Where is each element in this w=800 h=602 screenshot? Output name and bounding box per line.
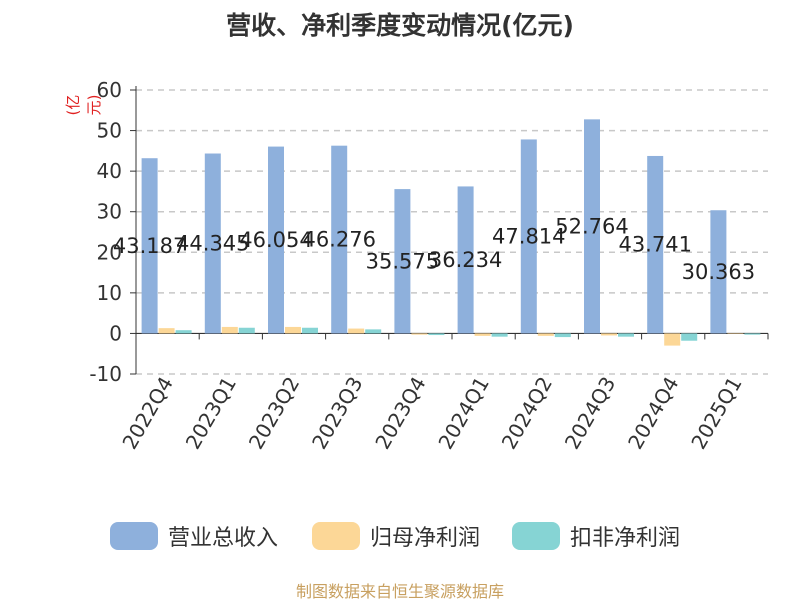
bar-revenue xyxy=(584,119,600,334)
data-source-note: 制图数据来自恒生聚源数据库 xyxy=(295,582,504,601)
y-tick-label: 50 xyxy=(97,119,122,143)
y-tick-label: -10 xyxy=(89,362,122,386)
bar-net-profit xyxy=(411,333,428,335)
bar-net-profit xyxy=(285,326,301,334)
legend-item-net-profit[interactable]: 归母净利润 xyxy=(312,518,480,554)
x-tick-label: 2023Q3 xyxy=(307,373,367,454)
legend-swatch-net-profit xyxy=(312,522,360,550)
x-tick-label: 2023Q4 xyxy=(370,373,430,454)
bar-revenue xyxy=(268,146,284,334)
y-tick-label: 40 xyxy=(97,159,122,183)
data-label: 47.814 xyxy=(492,224,565,248)
legend-swatch-deducted-profit xyxy=(512,522,560,550)
chart-title: 营收、净利季度变动情况(亿元) xyxy=(226,11,574,40)
y-tick-label: 10 xyxy=(97,281,122,305)
bar-deducted-profit xyxy=(491,333,508,337)
data-label: 46.276 xyxy=(302,228,375,252)
x-tick-label: 2022Q4 xyxy=(117,373,177,454)
bar-net-profit xyxy=(727,333,744,334)
bar-deducted-profit xyxy=(681,333,698,341)
bar-deducted-profit xyxy=(618,333,634,337)
bar-revenue xyxy=(710,210,727,334)
legend-item-revenue[interactable]: 营业总收入 xyxy=(110,518,278,554)
bar-deducted-profit xyxy=(744,333,761,335)
legend-swatch-revenue xyxy=(110,522,158,550)
bar-revenue xyxy=(204,153,221,334)
bar-deducted-profit xyxy=(302,327,318,334)
legend-label-net-profit: 归母净利润 xyxy=(370,526,481,551)
bar-revenue xyxy=(520,139,537,334)
x-tick-label: 2024Q4 xyxy=(623,373,683,454)
bar-net-profit xyxy=(601,333,617,336)
y-tick-label: 0 xyxy=(109,321,122,345)
data-labels: 43.18744.34546.05446.27635.57536.23447.8… xyxy=(113,214,755,283)
legend-label-revenue: 营业总收入 xyxy=(168,526,279,551)
bar-net-profit xyxy=(348,328,365,334)
data-label: 30.363 xyxy=(682,260,755,284)
y-tick-label: 60 xyxy=(97,78,122,102)
bar-net-profit xyxy=(221,326,238,334)
bar-deducted-profit xyxy=(365,329,382,334)
x-tick-label: 2025Q1 xyxy=(686,373,746,454)
data-label: 36.234 xyxy=(429,248,502,272)
bar-deducted-profit xyxy=(175,330,192,334)
y-tick-label: 30 xyxy=(97,200,122,224)
y-tick-label: 20 xyxy=(97,240,122,264)
legend: 营业总收入 归母净利润 扣非净利润 xyxy=(0,518,800,554)
bar-net-profit xyxy=(537,333,554,336)
bar-revenue xyxy=(331,145,348,334)
data-label: 44.345 xyxy=(176,231,249,255)
bar-revenue xyxy=(457,186,474,334)
data-label: 46.054 xyxy=(239,228,312,252)
bar-deducted-profit xyxy=(238,327,255,334)
data-label: 43.187 xyxy=(113,234,186,258)
data-label: 35.575 xyxy=(366,249,439,273)
bar-revenue xyxy=(141,158,158,334)
bar-net-profit xyxy=(664,333,681,346)
x-tick-label: 2024Q2 xyxy=(497,373,557,454)
bar-revenue xyxy=(394,189,411,334)
data-label: 43.741 xyxy=(618,233,691,257)
bar-net-profit xyxy=(474,333,491,336)
legend-label-deducted-profit: 扣非净利润 xyxy=(570,526,681,551)
x-tick-label: 2023Q1 xyxy=(181,373,241,454)
x-tick-label: 2023Q2 xyxy=(244,373,304,454)
bar-deducted-profit xyxy=(554,333,571,338)
bar-net-profit xyxy=(158,328,175,334)
x-tick-label: 2024Q3 xyxy=(560,373,620,454)
data-label: 52.764 xyxy=(555,214,628,238)
x-tick-label: 2024Q1 xyxy=(433,372,493,453)
legend-item-deducted-profit[interactable]: 扣非净利润 xyxy=(512,518,680,554)
bar-revenue xyxy=(647,155,664,334)
bars xyxy=(141,119,761,346)
bar-deducted-profit xyxy=(428,333,445,336)
